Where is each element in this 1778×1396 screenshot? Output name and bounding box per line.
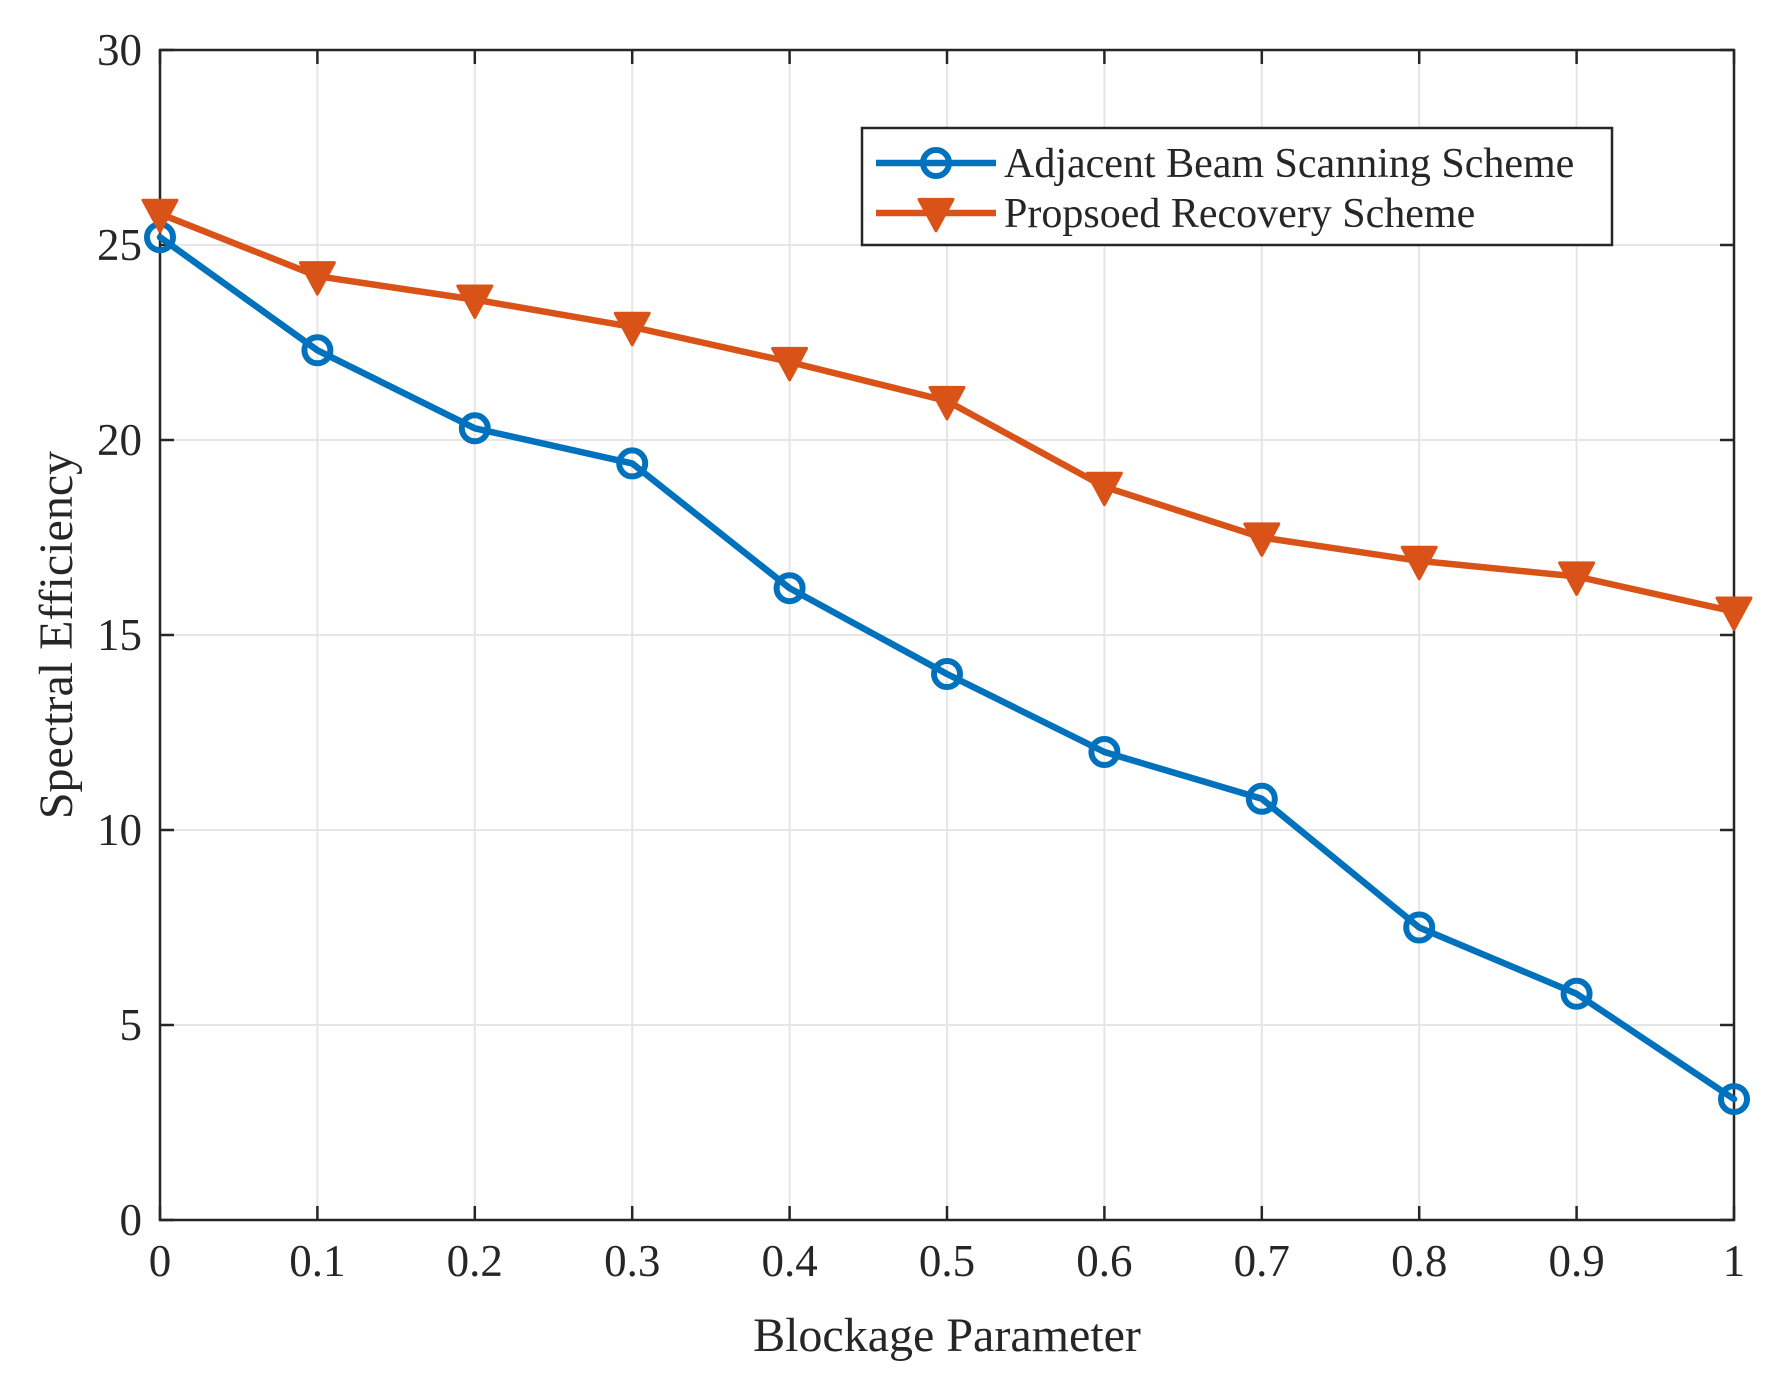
x-tick-label: 0.3: [604, 1236, 660, 1286]
data-point: [1718, 1083, 1750, 1116]
data-point: [771, 346, 809, 382]
x-tick-label: 0.6: [1076, 1236, 1132, 1286]
y-tick-label: 30: [97, 25, 142, 75]
tick-labels: 0 0.1 0.2 0.3 0.4 0.5 0.6 0.7 0.8 0.9 105101520253…: [97, 25, 1745, 1286]
x-tick-label: 0.5: [919, 1236, 975, 1286]
data-point: [1088, 736, 1121, 768]
y-tick-label: 15: [97, 610, 142, 660]
x-tick-label: 0.1: [289, 1236, 345, 1286]
legend-item: Propsoed Recovery Scheme: [876, 191, 1475, 237]
x-tick-label: 0.9: [1548, 1236, 1604, 1286]
x-tick-label: 0: [149, 1236, 172, 1286]
data-point: [1403, 911, 1436, 944]
data-point: [931, 658, 963, 690]
data-point: [613, 311, 651, 347]
x-tick-label: 0.8: [1391, 1236, 1447, 1286]
legend-label: Adjacent Beam Scanning Scheme: [1004, 141, 1574, 187]
data-point: [1085, 471, 1123, 507]
x-tick-label: 0.7: [1234, 1236, 1290, 1286]
y-axis-label: Spectral Efficiency: [30, 451, 83, 819]
data-point: [141, 198, 179, 234]
axes: [158, 48, 1736, 1222]
data-point: [301, 334, 334, 367]
data-point: [1245, 782, 1278, 815]
data-point: [616, 447, 649, 480]
legend-label: Propsoed Recovery Scheme: [1004, 191, 1475, 237]
data-point: [1715, 596, 1753, 631]
x-tick-label: 0.2: [447, 1236, 503, 1286]
legend-swatch-marker: [917, 197, 955, 233]
data-point: [1400, 545, 1438, 581]
y-tick-label: 10: [97, 805, 142, 855]
series-layer: [141, 198, 1753, 1116]
data-point: [298, 261, 336, 296]
data-point: [458, 412, 491, 445]
x-tick-label: 1: [1723, 1236, 1746, 1286]
y-tick-label: 0: [120, 1195, 143, 1245]
data-point: [1558, 561, 1596, 596]
data-point: [773, 572, 806, 605]
data-point: [1560, 977, 1593, 1010]
data-point: [1243, 522, 1281, 557]
series-proposed-recovery: [141, 198, 1753, 631]
series-line: [156, 233, 1738, 1103]
legend-box: [860, 126, 1614, 247]
data-point: [928, 385, 966, 421]
x-tick-label: 0.4: [761, 1236, 817, 1286]
y-tick-label: 25: [97, 220, 142, 270]
data-point: [456, 284, 494, 319]
legend-item: Adjacent Beam Scanning Scheme: [876, 141, 1574, 187]
y-tick-label: 20: [97, 415, 142, 465]
legend-swatch-marker: [920, 147, 952, 179]
y-tick-label: 5: [120, 1000, 143, 1050]
x-axis-label: Blockage Parameter: [753, 1309, 1141, 1362]
